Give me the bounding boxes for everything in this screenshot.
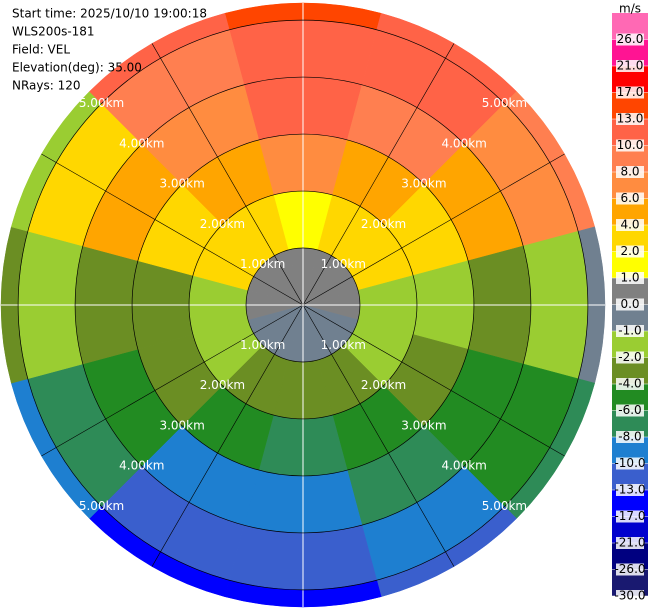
colorbar-label: -1.0: [618, 324, 641, 338]
spoke: [302, 304, 565, 457]
spoke: [151, 304, 304, 567]
colorbar-label: -13.0: [614, 483, 645, 497]
range-ring-label: 4.00km: [441, 136, 486, 150]
colorbar-label-bg: [616, 378, 644, 390]
colorbar-label: 6.0: [620, 191, 639, 205]
colorbar-label-bg: [616, 510, 644, 523]
colorbar-label-bg: [616, 60, 644, 72]
range-ring-label: 5.00km: [79, 499, 124, 513]
colorbar-label: -4.0: [618, 377, 641, 391]
colorbar-label: 13.0: [617, 112, 644, 126]
range-ring-label: 5.00km: [79, 96, 124, 110]
colorbar-label: 21.0: [617, 59, 644, 73]
range-ring-label: 3.00km: [401, 418, 446, 432]
range-ring-label: 2.00km: [361, 378, 406, 392]
range-ring-label: 1.00km: [321, 338, 366, 352]
range-ring-label: 4.00km: [119, 459, 164, 473]
colorbar-label-bg: [616, 431, 644, 443]
colorbar-label-bg: [616, 590, 644, 602]
colorbar-label-bg: [616, 139, 644, 152]
colorbar-label-bg: [616, 33, 644, 46]
range-ring-label: 1.00km: [240, 257, 285, 271]
range-ring-label: 5.00km: [482, 499, 527, 513]
range-ring: [74, 76, 532, 534]
colorbar-label-bg: [616, 298, 644, 311]
colorbar-label-bg: [616, 245, 644, 258]
range-ring-label: 3.00km: [159, 418, 204, 432]
colorbar-label: 1.0: [620, 271, 639, 285]
range-ring-label: 1.00km: [321, 257, 366, 271]
info-line: NRays: 120: [12, 79, 81, 93]
colorbar-label: 0.0: [620, 297, 639, 311]
range-ring: [131, 133, 475, 477]
colorbar-label-bg: [616, 563, 644, 576]
spoke: [302, 43, 455, 306]
spoke: [302, 304, 455, 567]
colorbar-label: 4.0: [620, 218, 639, 232]
colorbar-label: 8.0: [620, 165, 639, 179]
colorbar-label: -2.0: [618, 350, 641, 364]
range-ring-label: 3.00km: [401, 177, 446, 191]
info-line: Elevation(deg): 35.00: [12, 61, 142, 75]
colorbar-label: 10.0: [617, 138, 644, 152]
spoke: [302, 153, 565, 306]
colorbar-label-bg: [616, 113, 644, 125]
colorbar-label-bg: [616, 219, 644, 231]
range-ring-label: 4.00km: [441, 459, 486, 473]
range-ring-label: 3.00km: [159, 177, 204, 191]
colorbar-label: -26.0: [614, 562, 645, 576]
spoke: [41, 304, 304, 457]
range-ring-label: 2.00km: [361, 217, 406, 231]
info-line: Start time: 2025/10/10 19:00:18: [12, 7, 207, 21]
colorbar-label-bg: [616, 537, 644, 549]
range-ring-label: 5.00km: [482, 96, 527, 110]
range-ring-label: 4.00km: [119, 136, 164, 150]
range-ring-label: 2.00km: [200, 378, 245, 392]
colorbar-label: -17.0: [614, 509, 645, 523]
colorbar-label-bg: [616, 325, 644, 337]
colorbar-label-bg: [616, 166, 644, 178]
colorbar-label: -30.0: [614, 589, 645, 603]
colorbar-label-bg: [616, 404, 644, 417]
range-ring: [245, 247, 361, 363]
colorbar-label: -10.0: [614, 456, 645, 470]
range-ring-label: 1.00km: [240, 338, 285, 352]
range-ring: [17, 19, 589, 591]
colorbar-label-bg: [616, 457, 644, 470]
colorbar-label: 26.0: [617, 32, 644, 46]
colorbar-label: -6.0: [618, 403, 641, 417]
colorbar-label-bg: [616, 484, 644, 496]
colorbar-label-bg: [616, 272, 644, 284]
range-ring: [188, 190, 418, 420]
colorbar-label: -8.0: [618, 430, 641, 444]
colorbar-title: m/s: [619, 2, 641, 16]
colorbar-label: 2.0: [620, 244, 639, 258]
info-line: Field: VEL: [12, 43, 70, 57]
colorbar-label: -21.0: [614, 536, 645, 550]
info-line: WLS200s-181: [12, 25, 95, 39]
colorbar-label-bg: [616, 351, 644, 364]
colorbar-label: 17.0: [617, 85, 644, 99]
colorbar-label-bg: [616, 86, 644, 99]
range-ring-label: 2.00km: [200, 217, 245, 231]
spoke: [41, 153, 304, 306]
colorbar-label-bg: [616, 192, 644, 205]
spoke: [151, 43, 304, 306]
